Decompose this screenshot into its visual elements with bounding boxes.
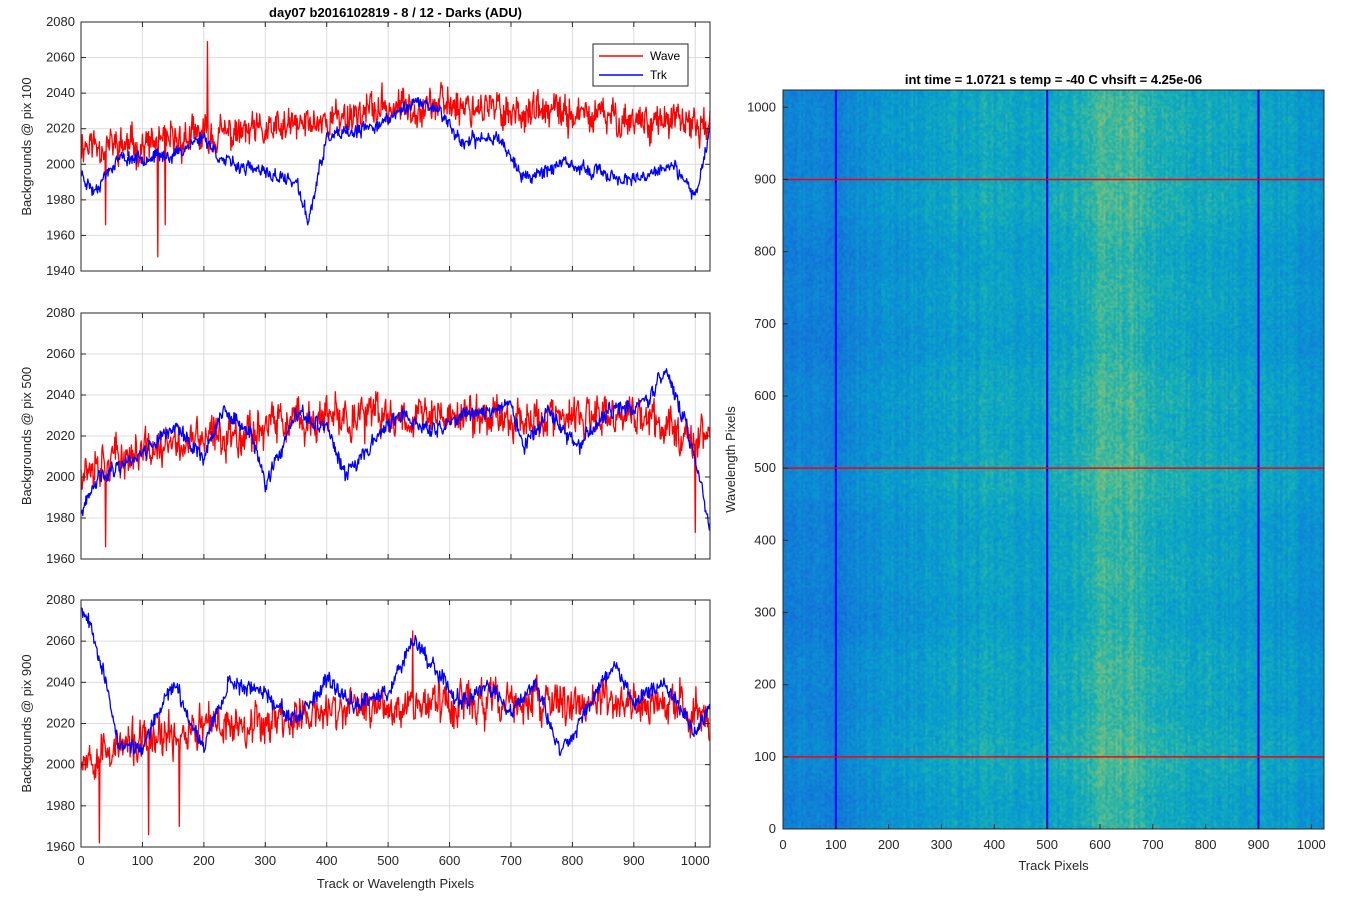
series-line-trk bbox=[80, 607, 711, 757]
y-tick-label: 2040 bbox=[46, 387, 75, 402]
heatmap-darks: 0 100 200 300 400 500 600 700 800 900 1000 0 100 200 3… bbox=[723, 72, 1326, 873]
x-tick-label: 800 bbox=[562, 853, 584, 868]
x-tick-label: 500 bbox=[1036, 837, 1058, 852]
axes-frame bbox=[782, 89, 1325, 830]
y-tick-label: 1960 bbox=[46, 227, 75, 242]
y-tick-label: 1960 bbox=[46, 839, 75, 854]
series-line-trk bbox=[80, 368, 711, 531]
x-axis-label: Track Pixels bbox=[1018, 858, 1089, 873]
y-tick-label: 2000 bbox=[46, 469, 75, 484]
y-tick-label: 2020 bbox=[46, 121, 75, 136]
y-tick-label: 2000 bbox=[46, 757, 75, 772]
heatmap-image bbox=[783, 90, 1324, 829]
series-line-wave bbox=[80, 630, 711, 844]
y-axis-label: Backgrounds @ pix 100 bbox=[19, 77, 34, 215]
y-tick-label: 2020 bbox=[46, 428, 75, 443]
x-tick-label: 900 bbox=[1248, 837, 1270, 852]
y-tick-label: 1000 bbox=[747, 99, 776, 114]
axes-frame bbox=[80, 21, 711, 272]
y-tick-label: 2020 bbox=[46, 716, 75, 731]
y-tick-label: 200 bbox=[754, 677, 776, 692]
x-tick-label: 0 bbox=[77, 853, 84, 868]
y-tick-label: 2060 bbox=[46, 346, 75, 361]
x-tick-label: 700 bbox=[1142, 837, 1164, 852]
y-tick-label: 0 bbox=[769, 821, 776, 836]
y-tick-label: 300 bbox=[754, 604, 776, 619]
series-line-trk bbox=[80, 97, 711, 226]
y-tick-label: 500 bbox=[754, 460, 776, 475]
y-tick-label: 1940 bbox=[46, 263, 75, 278]
legend-label-wave: Wave bbox=[650, 49, 681, 63]
line-pix100: 1940 1960 1980 2000 2020 2040 2060 2080 day07 b2… bbox=[19, 5, 711, 278]
y-tick-label: 600 bbox=[754, 388, 776, 403]
y-tick-label: 800 bbox=[754, 244, 776, 259]
x-tick-label: 100 bbox=[132, 853, 154, 868]
x-tick-label: 1000 bbox=[681, 853, 710, 868]
y-tick-label: 2060 bbox=[46, 50, 75, 65]
legend-box bbox=[592, 43, 689, 87]
x-tick-label: 100 bbox=[825, 837, 847, 852]
x-axis-label: Track or Wavelength Pixels bbox=[317, 876, 475, 891]
y-axis-label: Backgrounds @ pix 500 bbox=[19, 367, 34, 505]
x-tick-label: 700 bbox=[500, 853, 522, 868]
y-tick-label: 900 bbox=[754, 171, 776, 186]
y-tick-label: 2080 bbox=[46, 14, 75, 29]
y-tick-label: 2040 bbox=[46, 85, 75, 100]
y-tick-label: 2080 bbox=[46, 305, 75, 320]
chart-title: day07 b2016102819 - 8 / 12 - Darks (ADU) bbox=[269, 5, 522, 20]
y-tick-label: 2060 bbox=[46, 633, 75, 648]
x-tick-label: 600 bbox=[1089, 837, 1111, 852]
series-line-wave bbox=[80, 390, 711, 548]
y-tick-label: 1980 bbox=[46, 192, 75, 207]
line-pix500: 1960 1980 2000 2020 2040 2060 2080 Backgrounds … bbox=[19, 305, 711, 566]
y-tick-label: 1980 bbox=[46, 798, 75, 813]
legend: Wave Trk bbox=[592, 43, 689, 87]
chart-title: int time = 1.0721 s temp = -40 C vhsift … bbox=[905, 72, 1202, 87]
series-line-wave bbox=[80, 40, 711, 258]
x-tick-label: 200 bbox=[193, 853, 215, 868]
y-tick-label: 1980 bbox=[46, 510, 75, 525]
y-axis-label: Wavelength Pixels bbox=[723, 406, 738, 513]
y-axis-label: Backgrounds @ pix 900 bbox=[19, 654, 34, 792]
x-tick-label: 900 bbox=[623, 853, 645, 868]
x-tick-label: 600 bbox=[439, 853, 461, 868]
y-tick-label: 2040 bbox=[46, 674, 75, 689]
line-pix900: 0 100 200 300 400 500 600 700 800 900 1000 1960 1980… bbox=[19, 592, 711, 891]
y-tick-label: 100 bbox=[754, 749, 776, 764]
x-tick-label: 0 bbox=[779, 837, 786, 852]
x-tick-label: 800 bbox=[1195, 837, 1217, 852]
x-tick-label: 1000 bbox=[1297, 837, 1326, 852]
y-tick-label: 400 bbox=[754, 532, 776, 547]
y-tick-label: 2080 bbox=[46, 592, 75, 607]
y-tick-label: 700 bbox=[754, 316, 776, 331]
x-tick-label: 400 bbox=[316, 853, 338, 868]
x-tick-label: 400 bbox=[983, 837, 1005, 852]
y-tick-label: 1960 bbox=[46, 551, 75, 566]
legend-label-trk: Trk bbox=[650, 68, 668, 82]
x-tick-label: 200 bbox=[878, 837, 900, 852]
x-tick-label: 300 bbox=[931, 837, 953, 852]
y-tick-label: 2000 bbox=[46, 156, 75, 171]
x-tick-label: 500 bbox=[377, 853, 399, 868]
x-tick-label: 300 bbox=[254, 853, 276, 868]
